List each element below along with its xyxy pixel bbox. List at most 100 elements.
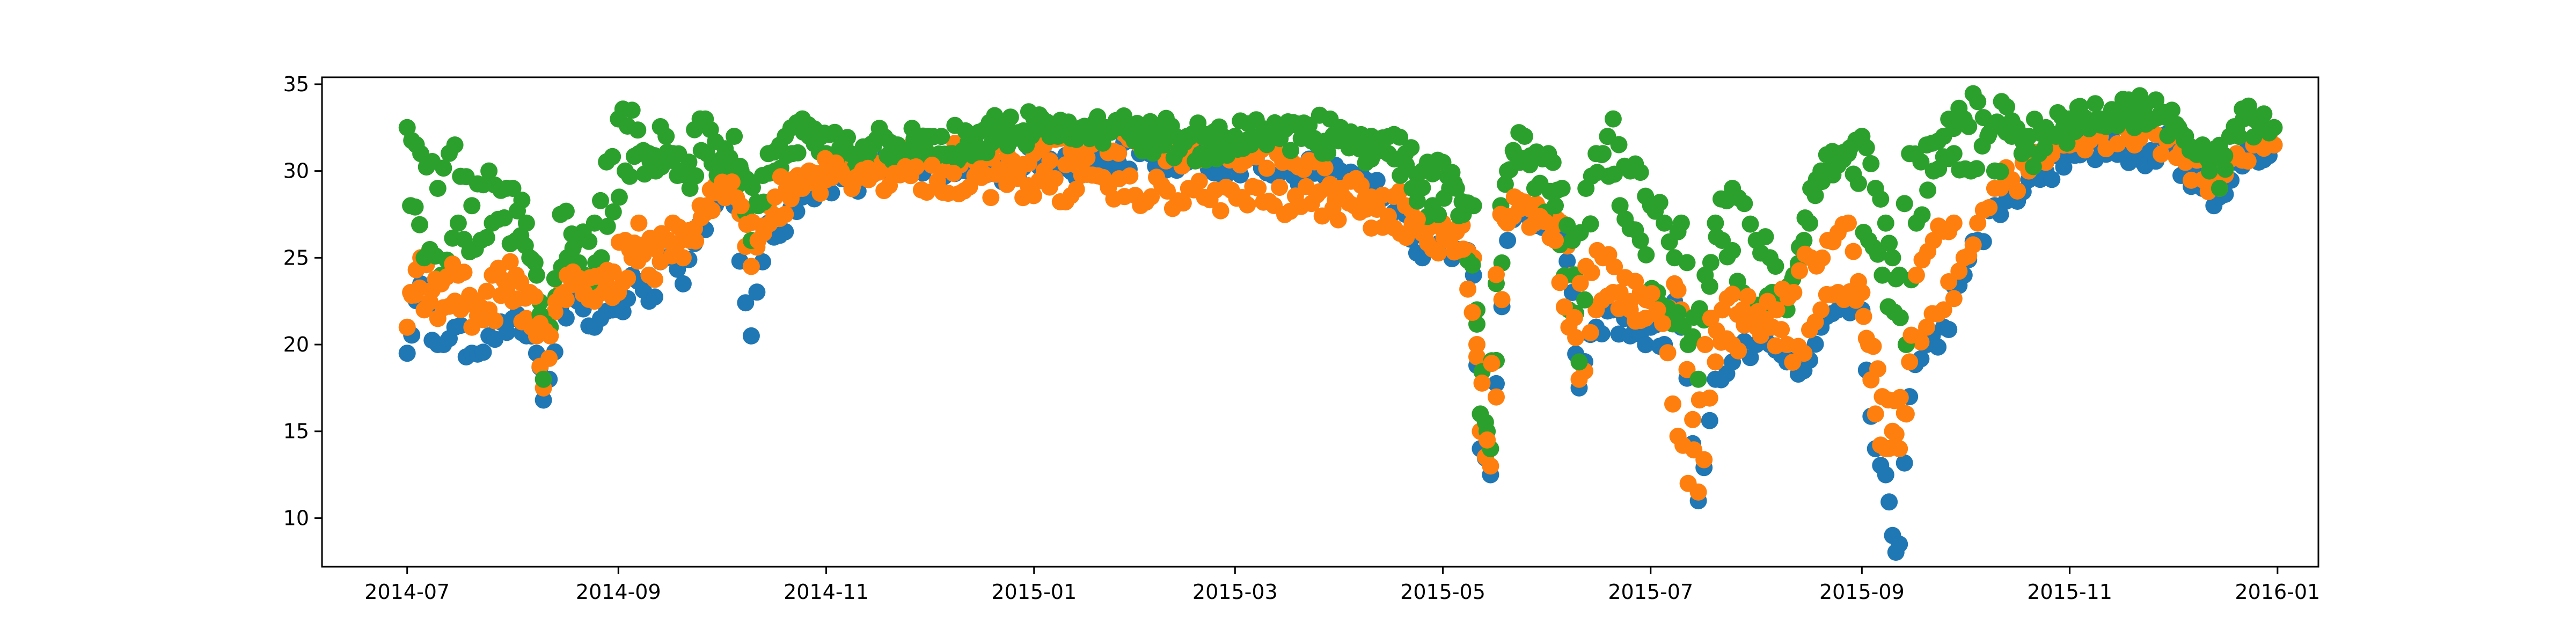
data-point xyxy=(1785,284,1803,301)
y-tick-label: 10 xyxy=(283,506,309,530)
data-point xyxy=(1544,153,1562,171)
data-point xyxy=(535,391,552,409)
x-axis: 2014-07 2014-09 2014-11 2015-01 2015-03 2015-… xyxy=(364,567,2320,604)
data-point xyxy=(687,232,705,250)
data-point xyxy=(1736,195,1753,213)
data-point xyxy=(435,159,452,177)
data-point xyxy=(1763,318,1781,336)
data-point xyxy=(1643,285,1660,302)
data-point xyxy=(1664,395,1681,413)
data-point xyxy=(1239,196,1256,214)
data-point xyxy=(411,216,428,233)
data-point xyxy=(1234,140,1252,157)
data-point xyxy=(1672,214,1690,232)
data-point xyxy=(2009,182,2026,200)
data-point xyxy=(604,203,622,221)
data-point xyxy=(1707,353,1724,371)
data-point xyxy=(703,202,721,219)
data-point xyxy=(2170,119,2187,136)
data-point xyxy=(1368,201,1386,218)
data-point xyxy=(674,249,692,267)
data-point xyxy=(742,327,760,345)
data-point xyxy=(541,327,559,345)
data-point xyxy=(1872,191,1890,208)
data-point xyxy=(1896,454,1913,472)
data-point xyxy=(1571,274,1589,292)
data-point xyxy=(513,192,531,209)
data-point xyxy=(670,145,687,163)
data-point xyxy=(647,240,665,258)
data-point xyxy=(630,214,648,232)
data-point xyxy=(1741,215,1759,233)
data-point xyxy=(1594,145,1612,163)
data-point xyxy=(1684,411,1702,428)
data-point xyxy=(1651,194,1668,211)
data-point xyxy=(1631,232,1649,249)
data-point xyxy=(1730,342,1747,360)
data-point xyxy=(621,167,639,185)
data-point xyxy=(1929,338,1947,356)
data-point xyxy=(1724,286,1741,303)
data-point xyxy=(960,134,977,151)
data-point xyxy=(873,128,891,145)
data-point xyxy=(1840,145,1857,163)
data-point xyxy=(1884,249,1901,267)
data-point xyxy=(1414,179,1431,196)
data-point xyxy=(760,215,778,232)
data-point xyxy=(1912,153,1930,171)
data-point xyxy=(1637,246,1655,264)
data-point xyxy=(1739,288,1757,305)
data-point xyxy=(1397,156,1415,174)
x-tick-label: 2015-07 xyxy=(1608,580,1693,604)
data-point xyxy=(1690,300,1708,318)
data-point xyxy=(1702,254,1719,272)
data-point xyxy=(1143,188,1160,206)
data-point xyxy=(1649,301,1666,319)
data-point xyxy=(1604,110,1622,128)
data-point xyxy=(1606,258,1623,275)
x-tick-label: 2016-01 xyxy=(2235,580,2320,604)
data-point xyxy=(1992,163,2009,180)
data-point xyxy=(1368,172,1386,189)
data-point xyxy=(1897,405,1915,423)
data-point xyxy=(657,128,675,145)
data-point xyxy=(1767,258,1784,275)
data-point xyxy=(1249,179,1267,197)
data-point xyxy=(1536,213,1554,231)
data-point xyxy=(398,345,416,362)
x-tick-label: 2015-11 xyxy=(2027,580,2112,604)
data-point xyxy=(501,253,519,270)
data-point xyxy=(580,232,598,250)
data-point xyxy=(1796,209,1814,227)
data-point xyxy=(1845,243,1862,260)
data-point xyxy=(1678,254,1696,272)
data-point xyxy=(777,206,794,223)
data-point xyxy=(1696,336,1714,353)
data-point xyxy=(674,275,692,292)
data-point xyxy=(1902,326,1920,344)
data-point xyxy=(592,192,609,209)
data-point xyxy=(463,197,481,215)
data-point xyxy=(1473,374,1491,392)
data-point xyxy=(564,239,582,257)
data-point xyxy=(1408,210,1426,228)
y-axis: 10 15 20 25 30 35 xyxy=(283,72,322,530)
data-point xyxy=(1454,240,1472,258)
series-4 xyxy=(402,150,1963,492)
data-point xyxy=(486,312,504,330)
data-point xyxy=(1570,353,1588,371)
data-point xyxy=(1397,229,1415,246)
data-point xyxy=(1482,457,1499,475)
data-point xyxy=(777,223,794,240)
data-point xyxy=(1891,309,1909,326)
data-point xyxy=(1212,202,1230,219)
data-point xyxy=(478,229,495,246)
data-point xyxy=(1611,197,1629,215)
data-point xyxy=(1555,298,1573,316)
data-point xyxy=(1945,214,1963,232)
data-point xyxy=(1583,264,1600,281)
data-point xyxy=(1402,139,1420,157)
data-point xyxy=(1408,192,1426,210)
data-point xyxy=(1690,391,1708,409)
data-point xyxy=(1258,159,1276,177)
